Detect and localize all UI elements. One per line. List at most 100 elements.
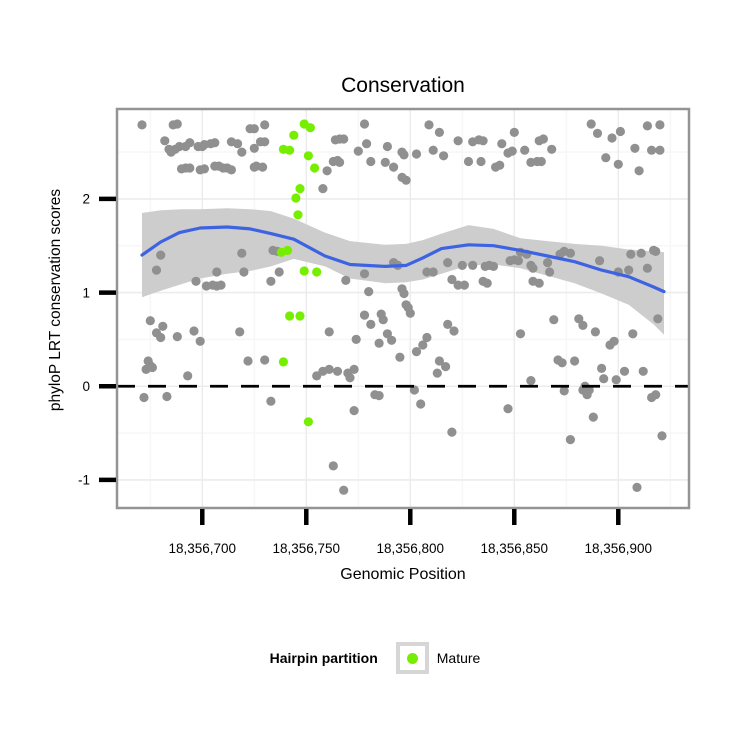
data-point xyxy=(405,308,415,318)
data-point xyxy=(389,162,399,172)
data-point xyxy=(592,128,603,138)
mature-point xyxy=(293,210,303,220)
mature-point xyxy=(285,145,295,155)
mature-point xyxy=(303,151,313,161)
data-point xyxy=(428,267,438,277)
data-point xyxy=(243,356,253,366)
data-point xyxy=(351,334,361,344)
data-point xyxy=(364,287,374,297)
data-point xyxy=(584,385,594,395)
legend: Hairpin partition Mature xyxy=(0,640,750,676)
data-point xyxy=(607,133,617,143)
confidence-ribbon xyxy=(142,208,664,335)
data-point xyxy=(619,366,630,376)
data-point xyxy=(570,356,580,366)
data-point xyxy=(547,144,557,154)
data-point xyxy=(374,391,384,401)
data-point xyxy=(601,153,611,163)
data-point xyxy=(156,332,166,343)
data-point xyxy=(565,248,576,258)
data-point xyxy=(362,139,372,149)
data-point xyxy=(226,165,236,175)
mature-point xyxy=(305,123,315,133)
y-tick-label: 1 xyxy=(82,285,90,300)
data-point xyxy=(411,347,422,357)
data-point xyxy=(528,263,538,273)
panel-border xyxy=(115,107,691,510)
data-point xyxy=(534,278,544,288)
data-point xyxy=(574,314,584,324)
data-point xyxy=(395,352,405,362)
data-point xyxy=(424,120,434,130)
legend-title: Hairpin partition xyxy=(269,650,378,666)
data-point xyxy=(151,265,162,275)
data-point xyxy=(216,280,226,290)
data-point xyxy=(630,143,640,153)
data-point xyxy=(416,399,426,409)
data-point xyxy=(145,316,155,326)
data-point xyxy=(387,335,397,345)
data-point xyxy=(482,278,492,288)
data-point xyxy=(380,157,390,167)
data-point xyxy=(655,145,665,155)
data-point xyxy=(322,166,332,176)
data-point xyxy=(609,336,619,346)
data-point xyxy=(359,310,370,320)
data-point xyxy=(359,269,370,279)
data-point xyxy=(443,319,453,329)
data-point xyxy=(509,127,519,137)
data-point xyxy=(503,404,513,414)
data-point xyxy=(422,332,432,343)
data-point xyxy=(158,321,168,331)
data-point xyxy=(345,373,355,383)
data-point xyxy=(199,164,209,174)
data-point xyxy=(488,261,499,271)
legend-key xyxy=(395,642,429,674)
data-point xyxy=(497,139,507,149)
data-point xyxy=(418,340,428,350)
data-point xyxy=(185,163,195,173)
data-point xyxy=(349,364,359,374)
mature-point-swatch-icon xyxy=(406,652,418,664)
mature-point xyxy=(299,266,309,276)
data-point xyxy=(249,143,259,153)
data-point xyxy=(642,121,653,131)
data-point xyxy=(586,119,596,129)
x-tick-label: 18,356,900 xyxy=(584,541,652,556)
data-point xyxy=(349,406,359,416)
data-point xyxy=(266,396,276,406)
data-point xyxy=(615,126,626,137)
data-point xyxy=(147,362,157,373)
legend-item-label: Mature xyxy=(436,650,481,666)
data-point xyxy=(359,119,370,129)
data-point xyxy=(401,175,411,185)
data-point xyxy=(139,392,149,403)
data-point xyxy=(341,275,351,285)
data-point xyxy=(399,288,409,299)
data-point xyxy=(328,461,338,471)
data-point xyxy=(428,145,438,155)
y-tick-label: 0 xyxy=(82,379,90,394)
data-point xyxy=(634,166,644,176)
data-point xyxy=(495,160,505,170)
data-point xyxy=(172,119,182,129)
data-point xyxy=(651,246,661,256)
data-point xyxy=(274,267,284,277)
data-point xyxy=(441,362,451,372)
data-point xyxy=(172,332,182,342)
data-point xyxy=(636,248,646,258)
data-point xyxy=(195,336,205,346)
data-point xyxy=(353,146,363,156)
data-point xyxy=(160,136,170,146)
data-point xyxy=(611,375,621,385)
data-point xyxy=(339,134,349,144)
data-point xyxy=(382,329,392,339)
data-point xyxy=(210,138,220,148)
mature-point xyxy=(295,311,305,321)
data-point xyxy=(366,319,376,329)
data-point xyxy=(578,320,588,330)
data-point xyxy=(599,374,609,384)
data-point xyxy=(642,263,653,273)
